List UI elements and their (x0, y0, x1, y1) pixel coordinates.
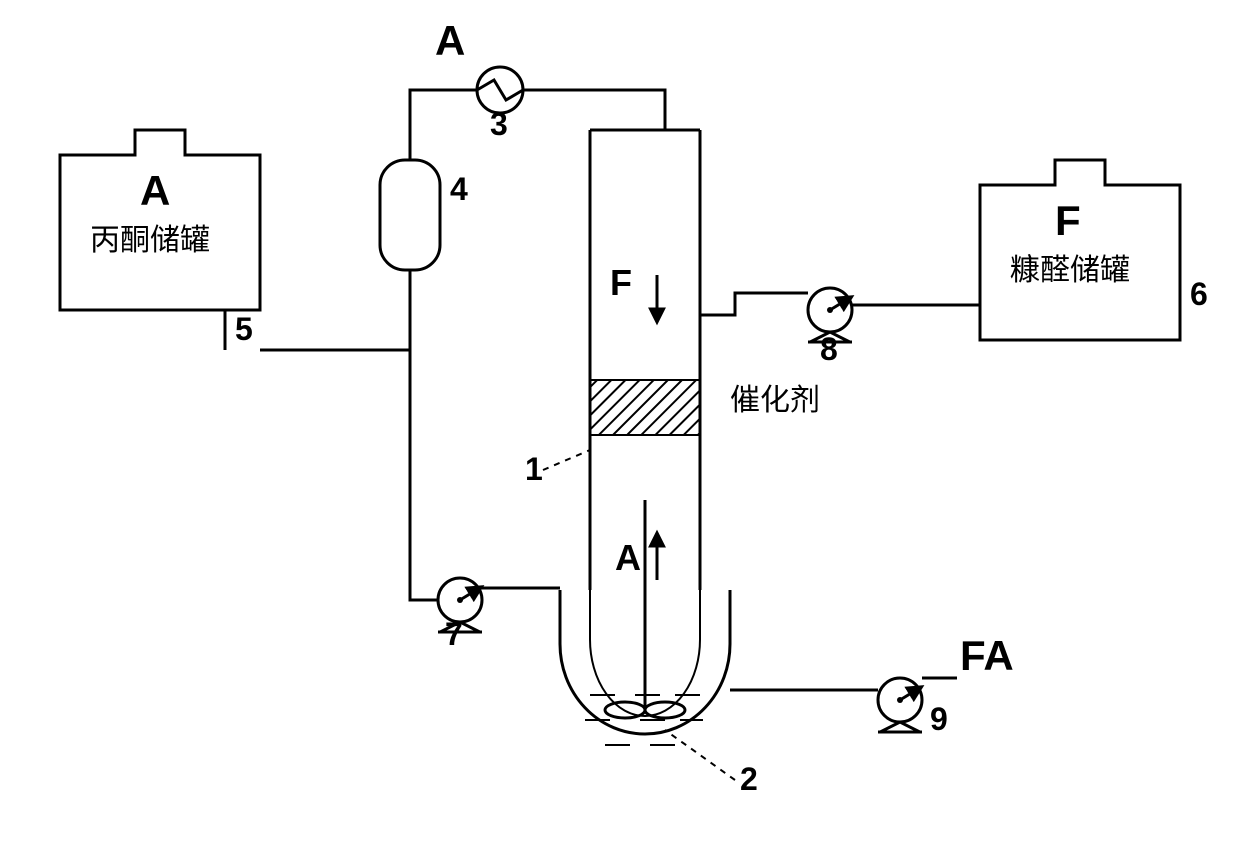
label-7: 7 (445, 616, 463, 652)
tank-a-caption: 丙酮储罐 (90, 224, 210, 257)
label-3: 3 (490, 106, 508, 142)
vessel-4 (380, 160, 440, 270)
label-9: 9 (930, 701, 948, 737)
tank-f: F 糠醛储罐 (980, 160, 1180, 340)
label-6: 6 (1190, 276, 1208, 312)
tank-f-caption: 糠醛储罐 (1010, 254, 1130, 287)
label-2: 2 (740, 761, 758, 797)
leader-lines (543, 450, 735, 780)
label-8: 8 (820, 331, 838, 367)
catalyst-bed (590, 380, 700, 435)
kettle-2 (560, 500, 730, 745)
label-fa: FA (960, 632, 1014, 679)
label-5: 5 (235, 311, 253, 347)
tank-f-letter: F (1055, 197, 1081, 244)
label-1: 1 (525, 451, 543, 487)
label-catalyst: 催化剂 (730, 384, 820, 417)
tank-a: A 丙酮储罐 (60, 130, 260, 310)
label-f-flow: F (610, 262, 632, 303)
label-4: 4 (450, 171, 468, 207)
tank-a-letter: A (140, 167, 170, 214)
label-a-flow: A (615, 537, 641, 578)
label-top-a: A (435, 17, 465, 64)
stirrer-icon (605, 500, 685, 718)
pump-9 (878, 678, 922, 732)
